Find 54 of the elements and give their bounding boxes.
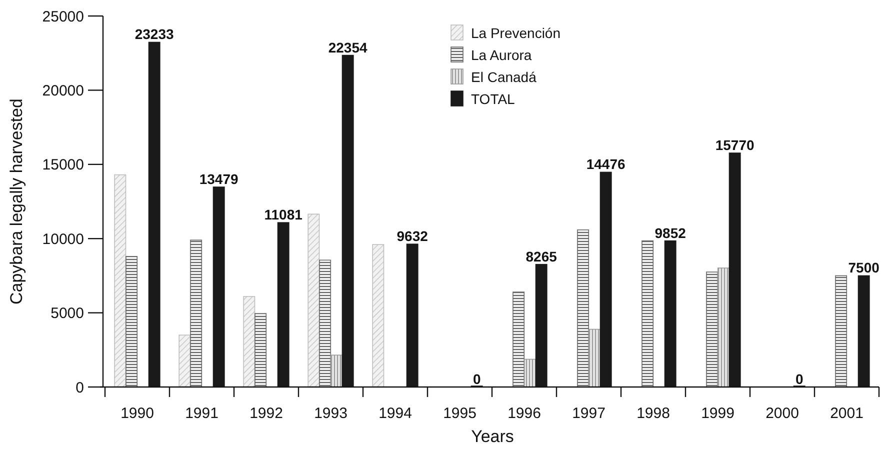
data-label: 22354 <box>328 39 368 56</box>
bar <box>577 229 590 388</box>
bar <box>330 354 342 388</box>
x-tick-label: 1990 <box>120 405 154 422</box>
x-tick-label: 1999 <box>701 405 734 422</box>
data-label: 14476 <box>586 156 626 172</box>
x-tick-label: 1991 <box>185 405 218 422</box>
data-label: 11081 <box>264 206 303 223</box>
x-tick-label: 1993 <box>314 405 348 422</box>
y-tick-label: 5000 <box>50 305 84 322</box>
data-label: 15770 <box>715 136 755 153</box>
x-tick-label: 2000 <box>766 405 799 422</box>
bar <box>178 334 191 388</box>
data-label: 9632 <box>396 228 428 244</box>
y-tick-label: 20000 <box>42 82 84 100</box>
bar <box>706 272 718 388</box>
y-tick-label: 25000 <box>42 8 84 26</box>
bar <box>114 174 126 388</box>
legend-label: El Canadá <box>471 68 537 85</box>
bar <box>126 256 138 388</box>
y-axis-title: Capybara legally harvested <box>7 98 26 305</box>
bar <box>717 268 730 388</box>
bar <box>190 240 202 388</box>
bar <box>319 260 332 388</box>
data-label: 9852 <box>654 224 686 241</box>
x-tick-label: 1992 <box>250 405 283 422</box>
x-tick-label: 1997 <box>572 405 606 422</box>
bar <box>308 214 320 388</box>
x-axis-title: Years <box>471 427 514 446</box>
bar <box>524 358 536 388</box>
x-tick-label: 1994 <box>378 405 412 422</box>
y-tick-label: 15000 <box>42 156 84 174</box>
data-label: 0 <box>472 371 481 387</box>
data-label: 13479 <box>199 170 239 187</box>
bar <box>588 328 600 388</box>
bar <box>512 292 525 388</box>
bar <box>243 296 256 388</box>
data-label: 23233 <box>134 26 174 42</box>
bar <box>254 313 267 388</box>
data-label: 7500 <box>848 260 880 276</box>
x-tick-label: 1995 <box>443 405 476 422</box>
data-label: 0 <box>795 371 804 387</box>
bar <box>372 244 384 388</box>
y-tick-label: 10000 <box>42 230 84 248</box>
x-tick-label: 2001 <box>830 405 864 422</box>
data-label: 8265 <box>526 248 558 264</box>
x-tick-label: 1998 <box>636 405 670 422</box>
legend-label: La Prevención <box>471 24 561 41</box>
x-tick-label: 1996 <box>508 405 541 422</box>
legend-label: TOTAL <box>471 90 516 107</box>
bar <box>835 275 848 388</box>
bar <box>642 240 654 388</box>
y-tick-label: 0 <box>76 379 84 396</box>
legend-label: La Aurora <box>471 46 532 63</box>
